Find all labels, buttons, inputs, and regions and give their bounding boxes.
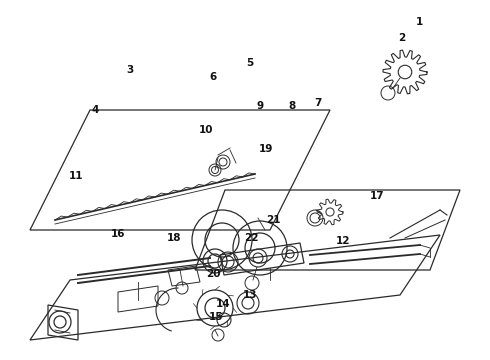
Text: 4: 4 <box>92 105 99 115</box>
Text: 19: 19 <box>258 144 273 154</box>
Text: 12: 12 <box>336 236 350 246</box>
Text: 14: 14 <box>216 299 230 309</box>
Text: 13: 13 <box>243 290 257 300</box>
Text: 7: 7 <box>314 98 321 108</box>
Text: 9: 9 <box>256 101 263 111</box>
Text: 1: 1 <box>416 17 423 27</box>
Text: 11: 11 <box>69 171 83 181</box>
Text: 16: 16 <box>110 229 125 239</box>
Text: 3: 3 <box>126 65 133 75</box>
Text: 21: 21 <box>266 215 280 225</box>
Text: 10: 10 <box>198 125 213 135</box>
Text: 18: 18 <box>167 233 181 243</box>
Text: 2: 2 <box>398 33 405 43</box>
Text: 20: 20 <box>206 269 220 279</box>
Text: 17: 17 <box>370 191 385 201</box>
Text: 22: 22 <box>244 233 259 243</box>
Text: 6: 6 <box>210 72 217 82</box>
Text: 15: 15 <box>208 312 223 322</box>
Text: 8: 8 <box>289 101 295 111</box>
Text: 5: 5 <box>246 58 253 68</box>
